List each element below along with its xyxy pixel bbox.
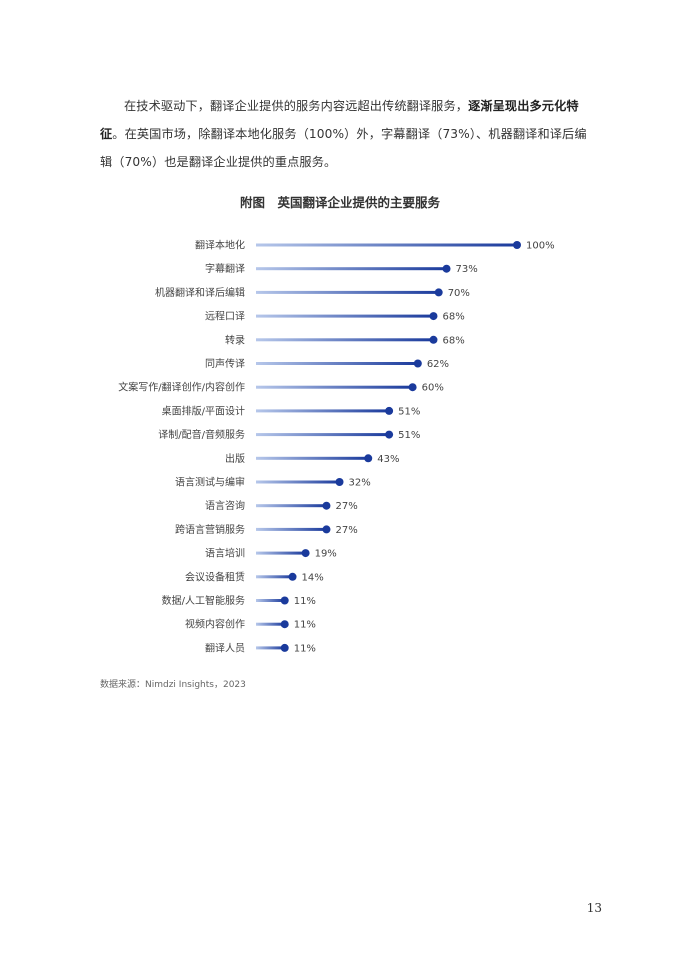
bar-end-dot (429, 335, 438, 344)
value-label: 19% (315, 549, 337, 560)
paragraph-text-1: 在技术驱动下，翻译企业提供的服务内容远超出传统翻译服务， (124, 99, 469, 113)
bar (256, 646, 285, 650)
bar-end-dot (322, 525, 331, 534)
value-label: 100% (526, 241, 555, 252)
bar-end-dot (385, 430, 394, 439)
value-label: 73% (456, 264, 478, 275)
intro-paragraph: 在技术驱动下，翻译企业提供的服务内容远超出传统翻译服务，逐渐呈现出多元化特征。在… (100, 92, 588, 176)
category-label: 翻译人员 (205, 642, 245, 654)
figure-title: 附图 英国翻译企业提供的主要服务 (239, 195, 440, 210)
value-label: 51% (398, 430, 420, 441)
category-label: 视频内容创作 (185, 618, 245, 631)
bar (256, 504, 327, 508)
value-label: 68% (442, 335, 464, 346)
value-label: 60% (422, 383, 444, 394)
category-label: 文案写作/翻译创作/内容创作 (118, 381, 245, 394)
bar (256, 338, 434, 342)
category-label: 机器翻译和译后编辑 (155, 286, 245, 299)
bar (256, 527, 327, 531)
category-label: 译制/配音/音频服务 (158, 428, 245, 441)
category-label: 跨语言营销服务 (175, 523, 245, 536)
bar-end-dot (301, 549, 310, 558)
category-label: 字幕翻译 (205, 262, 245, 275)
category-label: 数据/人工智能服务 (162, 594, 245, 607)
value-label: 27% (335, 501, 357, 512)
bar (256, 575, 293, 579)
category-label: 语言测试与编审 (175, 476, 245, 489)
value-label: 62% (427, 359, 449, 370)
category-label: 同声传译 (205, 357, 245, 370)
bar (256, 622, 285, 626)
value-label: 32% (349, 478, 371, 489)
category-label: 语言培训 (205, 547, 245, 560)
bar-end-dot (322, 501, 331, 510)
bar (256, 480, 340, 484)
value-label: 51% (398, 406, 420, 417)
category-label: 语言咨询 (205, 499, 245, 512)
bar-end-dot (408, 383, 417, 392)
bar (256, 314, 434, 318)
bar-end-dot (429, 312, 438, 321)
bar-end-dot (288, 572, 297, 581)
value-label: 11% (294, 620, 316, 631)
category-label: 会议设备租赁 (185, 570, 245, 583)
bar-end-dot (513, 241, 521, 249)
bar (256, 267, 447, 271)
bar-end-dot (280, 596, 289, 605)
bar (256, 290, 439, 294)
category-label: 翻译本地化 (195, 239, 245, 252)
bar-end-dot (335, 478, 344, 486)
value-label: 43% (377, 454, 399, 465)
bar (256, 385, 413, 389)
bar-end-dot (442, 264, 451, 273)
bar-end-dot (413, 359, 422, 368)
bar (256, 433, 390, 437)
bar-end-dot (434, 288, 443, 297)
page-number: 13 (586, 901, 602, 915)
value-label: 68% (442, 312, 464, 323)
category-label: 出版 (225, 452, 245, 465)
bar-end-dot (280, 643, 289, 652)
bar-end-dot (364, 454, 373, 463)
value-label: 27% (335, 525, 357, 536)
bar-end-dot (280, 620, 289, 629)
value-label: 11% (294, 643, 316, 654)
value-label: 11% (294, 596, 316, 607)
bar (256, 551, 306, 555)
bar-end-dot (385, 406, 394, 415)
data-source-note: 数据来源：Nimdzi Insights，2023 (100, 680, 246, 690)
value-label: 70% (448, 288, 470, 299)
paragraph-bold-text: 逐渐呈现出多元化特征 (100, 99, 579, 141)
bar (256, 362, 418, 365)
paragraph-text-2: 。在英国市场，除翻译本地化服务（100%）外，字幕翻译（73%）、机器翻译和译后… (100, 127, 587, 169)
category-label: 桌面排版/平面设计 (162, 404, 245, 417)
services-bar-chart: 翻译本地化 100% 字幕翻译 73% 机器翻译和译后编辑 70% 远程口译 68% 转录 68%… (118, 239, 555, 655)
bar (256, 243, 517, 247)
bar (256, 456, 369, 460)
bar (256, 409, 390, 413)
bar (256, 599, 285, 602)
category-label: 远程口译 (205, 311, 245, 323)
value-label: 14% (302, 572, 324, 583)
category-label: 转录 (225, 333, 245, 346)
